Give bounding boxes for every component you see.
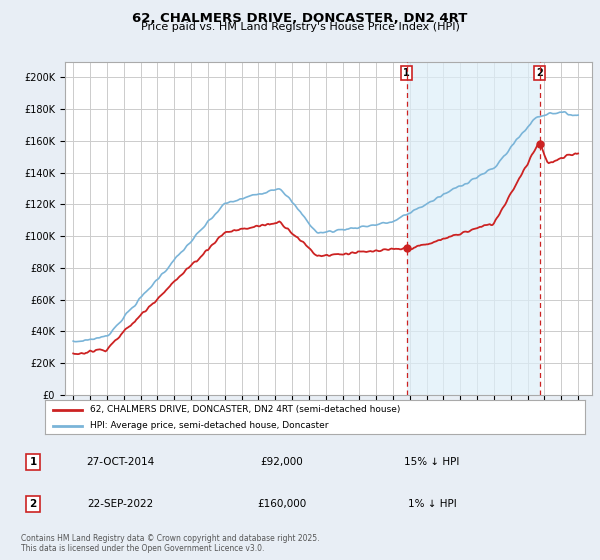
Text: 1: 1 [29, 457, 37, 467]
Text: £92,000: £92,000 [260, 457, 304, 467]
Text: Price paid vs. HM Land Registry's House Price Index (HPI): Price paid vs. HM Land Registry's House … [140, 22, 460, 32]
Text: 1% ↓ HPI: 1% ↓ HPI [407, 499, 457, 509]
Text: 15% ↓ HPI: 15% ↓ HPI [404, 457, 460, 467]
Text: 22-SEP-2022: 22-SEP-2022 [87, 499, 153, 509]
Text: 62, CHALMERS DRIVE, DONCASTER, DN2 4RT: 62, CHALMERS DRIVE, DONCASTER, DN2 4RT [133, 12, 467, 25]
Text: 27-OCT-2014: 27-OCT-2014 [86, 457, 154, 467]
Text: HPI: Average price, semi-detached house, Doncaster: HPI: Average price, semi-detached house,… [90, 421, 328, 430]
Text: 1: 1 [403, 68, 410, 78]
Text: Contains HM Land Registry data © Crown copyright and database right 2025.
This d: Contains HM Land Registry data © Crown c… [21, 534, 320, 553]
Text: 62, CHALMERS DRIVE, DONCASTER, DN2 4RT (semi-detached house): 62, CHALMERS DRIVE, DONCASTER, DN2 4RT (… [90, 405, 400, 414]
Text: 2: 2 [536, 68, 543, 78]
Text: 2: 2 [29, 499, 37, 509]
Bar [407, 62, 540, 395]
Text: £160,000: £160,000 [257, 499, 307, 509]
